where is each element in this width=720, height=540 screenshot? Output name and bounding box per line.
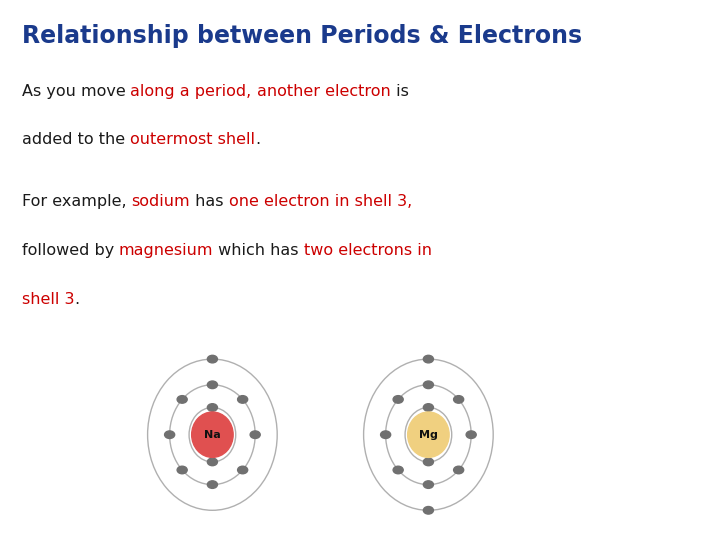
Circle shape	[207, 404, 217, 411]
Circle shape	[393, 396, 403, 403]
Circle shape	[250, 431, 260, 438]
Circle shape	[423, 481, 433, 488]
Text: .: .	[74, 292, 79, 307]
Text: followed by: followed by	[22, 243, 119, 258]
Text: As you move: As you move	[22, 84, 130, 99]
Circle shape	[177, 396, 187, 403]
Text: has: has	[190, 194, 229, 210]
Text: another electron: another electron	[257, 84, 391, 99]
Circle shape	[423, 458, 433, 465]
Circle shape	[207, 481, 217, 488]
Text: along a period,: along a period,	[130, 84, 252, 99]
Text: which has: which has	[213, 243, 304, 258]
Circle shape	[423, 507, 433, 514]
Circle shape	[165, 431, 175, 438]
Circle shape	[454, 466, 464, 474]
Text: two electrons in: two electrons in	[304, 243, 432, 258]
Ellipse shape	[408, 412, 449, 457]
Circle shape	[177, 466, 187, 474]
Text: Relationship between Periods & Electrons: Relationship between Periods & Electrons	[22, 24, 582, 48]
Circle shape	[423, 381, 433, 389]
Circle shape	[238, 396, 248, 403]
Text: Mg: Mg	[419, 430, 438, 440]
Text: For example,: For example,	[22, 194, 131, 210]
Text: is: is	[391, 84, 408, 99]
Circle shape	[454, 396, 464, 403]
Text: .: .	[255, 132, 260, 147]
Text: added to the: added to the	[22, 132, 130, 147]
Text: Na: Na	[204, 430, 221, 440]
Text: magnesium: magnesium	[119, 243, 213, 258]
Circle shape	[381, 431, 391, 438]
Ellipse shape	[192, 412, 233, 457]
Text: shell 3: shell 3	[22, 292, 74, 307]
Circle shape	[207, 458, 217, 465]
Circle shape	[393, 466, 403, 474]
Circle shape	[207, 381, 217, 389]
Text: one electron in shell 3,: one electron in shell 3,	[229, 194, 412, 210]
Circle shape	[423, 355, 433, 363]
Circle shape	[423, 404, 433, 411]
Text: outermost shell: outermost shell	[130, 132, 255, 147]
Text: sodium: sodium	[131, 194, 190, 210]
Circle shape	[207, 355, 217, 363]
Circle shape	[466, 431, 476, 438]
Circle shape	[238, 466, 248, 474]
